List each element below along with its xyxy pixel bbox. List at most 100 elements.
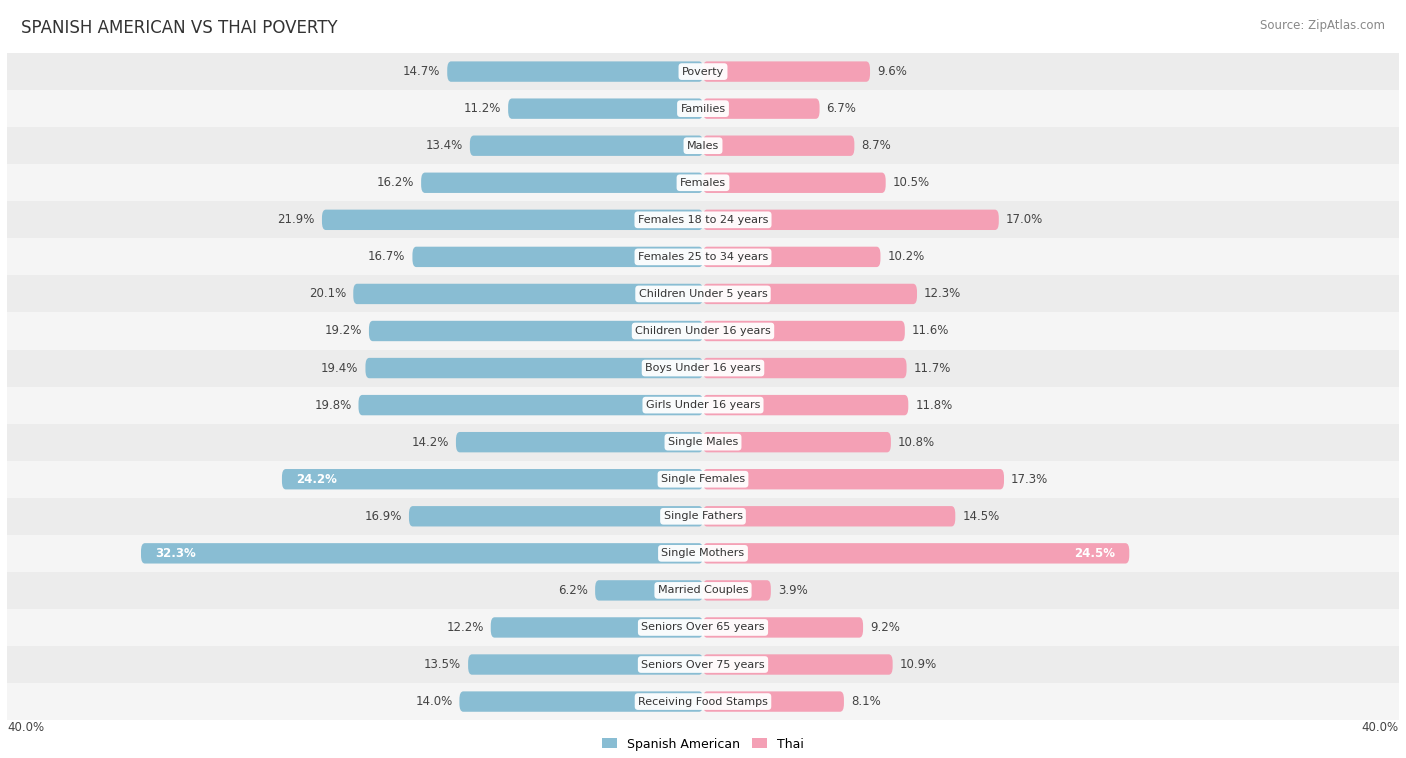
- Bar: [7, 127, 1399, 164]
- FancyBboxPatch shape: [409, 506, 703, 527]
- Text: 12.3%: 12.3%: [924, 287, 962, 300]
- Text: 9.6%: 9.6%: [877, 65, 907, 78]
- Text: 14.2%: 14.2%: [412, 436, 449, 449]
- Text: 11.8%: 11.8%: [915, 399, 952, 412]
- Text: Children Under 5 years: Children Under 5 years: [638, 289, 768, 299]
- FancyBboxPatch shape: [703, 99, 820, 119]
- FancyBboxPatch shape: [468, 654, 703, 675]
- FancyBboxPatch shape: [703, 283, 917, 304]
- FancyBboxPatch shape: [703, 469, 1004, 490]
- FancyBboxPatch shape: [703, 432, 891, 453]
- Text: 14.0%: 14.0%: [415, 695, 453, 708]
- FancyBboxPatch shape: [460, 691, 703, 712]
- Text: 19.8%: 19.8%: [315, 399, 352, 412]
- Text: Single Fathers: Single Fathers: [664, 512, 742, 522]
- Text: Poverty: Poverty: [682, 67, 724, 77]
- Bar: [7, 461, 1399, 498]
- FancyBboxPatch shape: [359, 395, 703, 415]
- FancyBboxPatch shape: [703, 617, 863, 637]
- FancyBboxPatch shape: [703, 580, 770, 600]
- Bar: [7, 312, 1399, 349]
- FancyBboxPatch shape: [368, 321, 703, 341]
- Bar: [7, 572, 1399, 609]
- Bar: [7, 53, 1399, 90]
- FancyBboxPatch shape: [508, 99, 703, 119]
- Text: Seniors Over 65 years: Seniors Over 65 years: [641, 622, 765, 632]
- FancyBboxPatch shape: [470, 136, 703, 156]
- Text: 24.5%: 24.5%: [1074, 547, 1115, 560]
- Bar: [7, 275, 1399, 312]
- Text: 17.3%: 17.3%: [1011, 473, 1049, 486]
- FancyBboxPatch shape: [703, 358, 907, 378]
- Bar: [7, 202, 1399, 238]
- Text: 13.5%: 13.5%: [425, 658, 461, 671]
- FancyBboxPatch shape: [283, 469, 703, 490]
- Bar: [7, 424, 1399, 461]
- Text: Source: ZipAtlas.com: Source: ZipAtlas.com: [1260, 19, 1385, 32]
- Text: 19.2%: 19.2%: [325, 324, 361, 337]
- Text: 21.9%: 21.9%: [277, 213, 315, 227]
- Text: Seniors Over 75 years: Seniors Over 75 years: [641, 659, 765, 669]
- Bar: [7, 349, 1399, 387]
- Text: Boys Under 16 years: Boys Under 16 years: [645, 363, 761, 373]
- FancyBboxPatch shape: [366, 358, 703, 378]
- FancyBboxPatch shape: [456, 432, 703, 453]
- Bar: [7, 683, 1399, 720]
- Text: 11.7%: 11.7%: [914, 362, 950, 374]
- Bar: [7, 164, 1399, 202]
- Text: Females: Females: [681, 178, 725, 188]
- FancyBboxPatch shape: [491, 617, 703, 637]
- Text: 11.6%: 11.6%: [912, 324, 949, 337]
- Text: Children Under 16 years: Children Under 16 years: [636, 326, 770, 336]
- Text: Married Couples: Married Couples: [658, 585, 748, 595]
- FancyBboxPatch shape: [412, 246, 703, 267]
- FancyBboxPatch shape: [703, 136, 855, 156]
- Text: Females 18 to 24 years: Females 18 to 24 years: [638, 215, 768, 225]
- FancyBboxPatch shape: [703, 321, 905, 341]
- Text: Single Males: Single Males: [668, 437, 738, 447]
- FancyBboxPatch shape: [703, 395, 908, 415]
- FancyBboxPatch shape: [703, 246, 880, 267]
- Bar: [7, 498, 1399, 535]
- FancyBboxPatch shape: [703, 506, 955, 527]
- FancyBboxPatch shape: [703, 173, 886, 193]
- FancyBboxPatch shape: [422, 173, 703, 193]
- Text: Males: Males: [688, 141, 718, 151]
- Bar: [7, 646, 1399, 683]
- Text: 16.2%: 16.2%: [377, 177, 415, 190]
- FancyBboxPatch shape: [353, 283, 703, 304]
- Text: 32.3%: 32.3%: [155, 547, 195, 560]
- Text: 24.2%: 24.2%: [295, 473, 336, 486]
- FancyBboxPatch shape: [703, 654, 893, 675]
- Text: Receiving Food Stamps: Receiving Food Stamps: [638, 697, 768, 706]
- Text: 16.9%: 16.9%: [364, 510, 402, 523]
- Bar: [7, 90, 1399, 127]
- FancyBboxPatch shape: [447, 61, 703, 82]
- FancyBboxPatch shape: [703, 691, 844, 712]
- FancyBboxPatch shape: [703, 61, 870, 82]
- Text: 13.4%: 13.4%: [426, 139, 463, 152]
- Text: 10.2%: 10.2%: [887, 250, 925, 263]
- FancyBboxPatch shape: [703, 210, 998, 230]
- Text: 6.2%: 6.2%: [558, 584, 588, 597]
- Legend: Spanish American, Thai: Spanish American, Thai: [602, 738, 804, 750]
- Text: 40.0%: 40.0%: [7, 721, 44, 734]
- Text: Females 25 to 34 years: Females 25 to 34 years: [638, 252, 768, 262]
- FancyBboxPatch shape: [703, 543, 1129, 563]
- Text: 8.7%: 8.7%: [862, 139, 891, 152]
- Bar: [7, 609, 1399, 646]
- Text: 8.1%: 8.1%: [851, 695, 880, 708]
- FancyBboxPatch shape: [322, 210, 703, 230]
- Text: 12.2%: 12.2%: [446, 621, 484, 634]
- Text: SPANISH AMERICAN VS THAI POVERTY: SPANISH AMERICAN VS THAI POVERTY: [21, 19, 337, 37]
- Text: 14.5%: 14.5%: [962, 510, 1000, 523]
- Bar: [7, 535, 1399, 572]
- FancyBboxPatch shape: [595, 580, 703, 600]
- Text: 40.0%: 40.0%: [1362, 721, 1399, 734]
- Text: 14.7%: 14.7%: [404, 65, 440, 78]
- Text: 17.0%: 17.0%: [1005, 213, 1043, 227]
- Bar: [7, 238, 1399, 275]
- Text: 11.2%: 11.2%: [464, 102, 501, 115]
- Text: Single Females: Single Females: [661, 475, 745, 484]
- Text: 10.5%: 10.5%: [893, 177, 929, 190]
